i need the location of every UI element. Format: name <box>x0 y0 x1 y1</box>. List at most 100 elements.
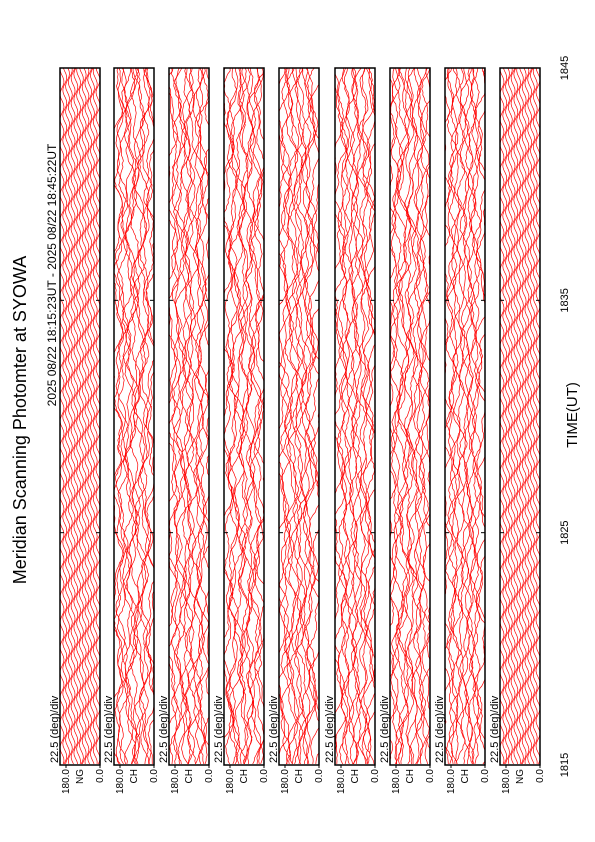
trace <box>291 68 304 765</box>
trace <box>241 68 255 765</box>
trace <box>300 68 312 765</box>
chart-subtitle: 2025 08/22 18:15:23UT - 2025 08/22 18:45… <box>45 143 59 406</box>
traces <box>224 68 264 765</box>
trace <box>120 68 134 765</box>
trace <box>145 68 154 765</box>
panel-frame <box>223 67 265 766</box>
x-tick-label: 1845 <box>559 56 571 80</box>
scale-label: 22.5 (deg)/div <box>103 695 115 763</box>
trace <box>236 68 249 765</box>
trace <box>519 68 524 765</box>
trace <box>505 68 510 765</box>
trace <box>76 68 81 765</box>
trace <box>90 68 95 765</box>
y-tick-label: 180.0 <box>391 769 402 794</box>
panel <box>223 67 265 768</box>
panel-frame <box>499 67 541 766</box>
trace <box>87 68 93 765</box>
trace <box>73 68 79 765</box>
trace <box>397 68 415 765</box>
panel <box>334 67 376 768</box>
trace <box>350 68 362 765</box>
trace <box>452 68 470 765</box>
panel-frame <box>59 67 101 766</box>
trace <box>502 68 508 765</box>
trace <box>142 68 154 765</box>
trace <box>335 68 349 765</box>
trace <box>459 68 474 765</box>
trace <box>180 68 196 765</box>
panel-frame <box>113 67 155 766</box>
trace <box>524 68 530 765</box>
trace <box>450 68 466 765</box>
trace <box>510 68 516 765</box>
trace <box>65 68 70 765</box>
scale-label: 22.5 (deg)/div <box>489 695 501 763</box>
panel-frame <box>444 67 486 766</box>
y-tick-label: 0.0 <box>535 769 546 783</box>
trace <box>530 68 535 765</box>
traces <box>335 68 375 765</box>
trace <box>391 68 410 765</box>
trace <box>92 68 98 764</box>
trace <box>67 68 73 765</box>
trace <box>173 68 192 765</box>
trace <box>279 68 295 765</box>
traces <box>500 68 540 765</box>
traces <box>114 68 154 765</box>
traces <box>169 68 209 765</box>
trace <box>79 68 84 765</box>
y-tick-label: 180.0 <box>115 769 126 794</box>
trace <box>95 68 100 765</box>
trace <box>364 68 375 765</box>
panel <box>113 67 155 768</box>
trace <box>306 68 319 765</box>
trace <box>420 68 430 765</box>
traces <box>390 68 430 765</box>
y-tick-label: 0.0 <box>149 769 160 783</box>
trace <box>224 68 239 765</box>
trace <box>228 68 241 765</box>
trace <box>475 68 485 751</box>
y-tick-label: 180.0 <box>170 769 181 794</box>
panel-frame <box>334 67 376 766</box>
trace <box>308 83 319 765</box>
trace <box>350 68 368 765</box>
trace <box>410 68 424 765</box>
x-tick-label: 1825 <box>559 520 571 544</box>
trace <box>117 68 132 765</box>
trace <box>245 68 257 765</box>
trace <box>527 68 533 765</box>
traces <box>279 68 319 765</box>
panel-frame <box>168 67 210 766</box>
trace <box>81 68 87 765</box>
trace <box>130 68 147 765</box>
scale-label: 22.5 (deg)/div <box>49 695 61 763</box>
channel-label: CH <box>405 769 416 783</box>
trace <box>279 68 290 764</box>
trace <box>348 68 360 765</box>
trace <box>303 68 319 765</box>
trace <box>286 68 304 765</box>
trace <box>192 68 205 765</box>
panel <box>389 67 431 768</box>
y-tick-label: 180.0 <box>225 769 236 794</box>
trace <box>169 68 182 765</box>
trace <box>184 68 202 765</box>
y-tick-label: 180.0 <box>61 769 72 794</box>
y-tick-label: 180.0 <box>446 769 457 794</box>
y-tick-label: 0.0 <box>204 769 215 783</box>
trace <box>471 68 485 765</box>
channel-label: NG <box>515 769 526 784</box>
trace <box>238 68 253 765</box>
trace <box>507 68 513 765</box>
trace <box>359 68 371 765</box>
channel-label: CH <box>184 769 195 783</box>
channel-label: CH <box>294 769 305 783</box>
panel <box>278 67 320 768</box>
y-tick-label: 0.0 <box>480 769 491 783</box>
trace <box>201 68 209 765</box>
trace <box>415 68 430 765</box>
trace <box>253 68 264 765</box>
y-tick-label: 0.0 <box>95 769 106 783</box>
